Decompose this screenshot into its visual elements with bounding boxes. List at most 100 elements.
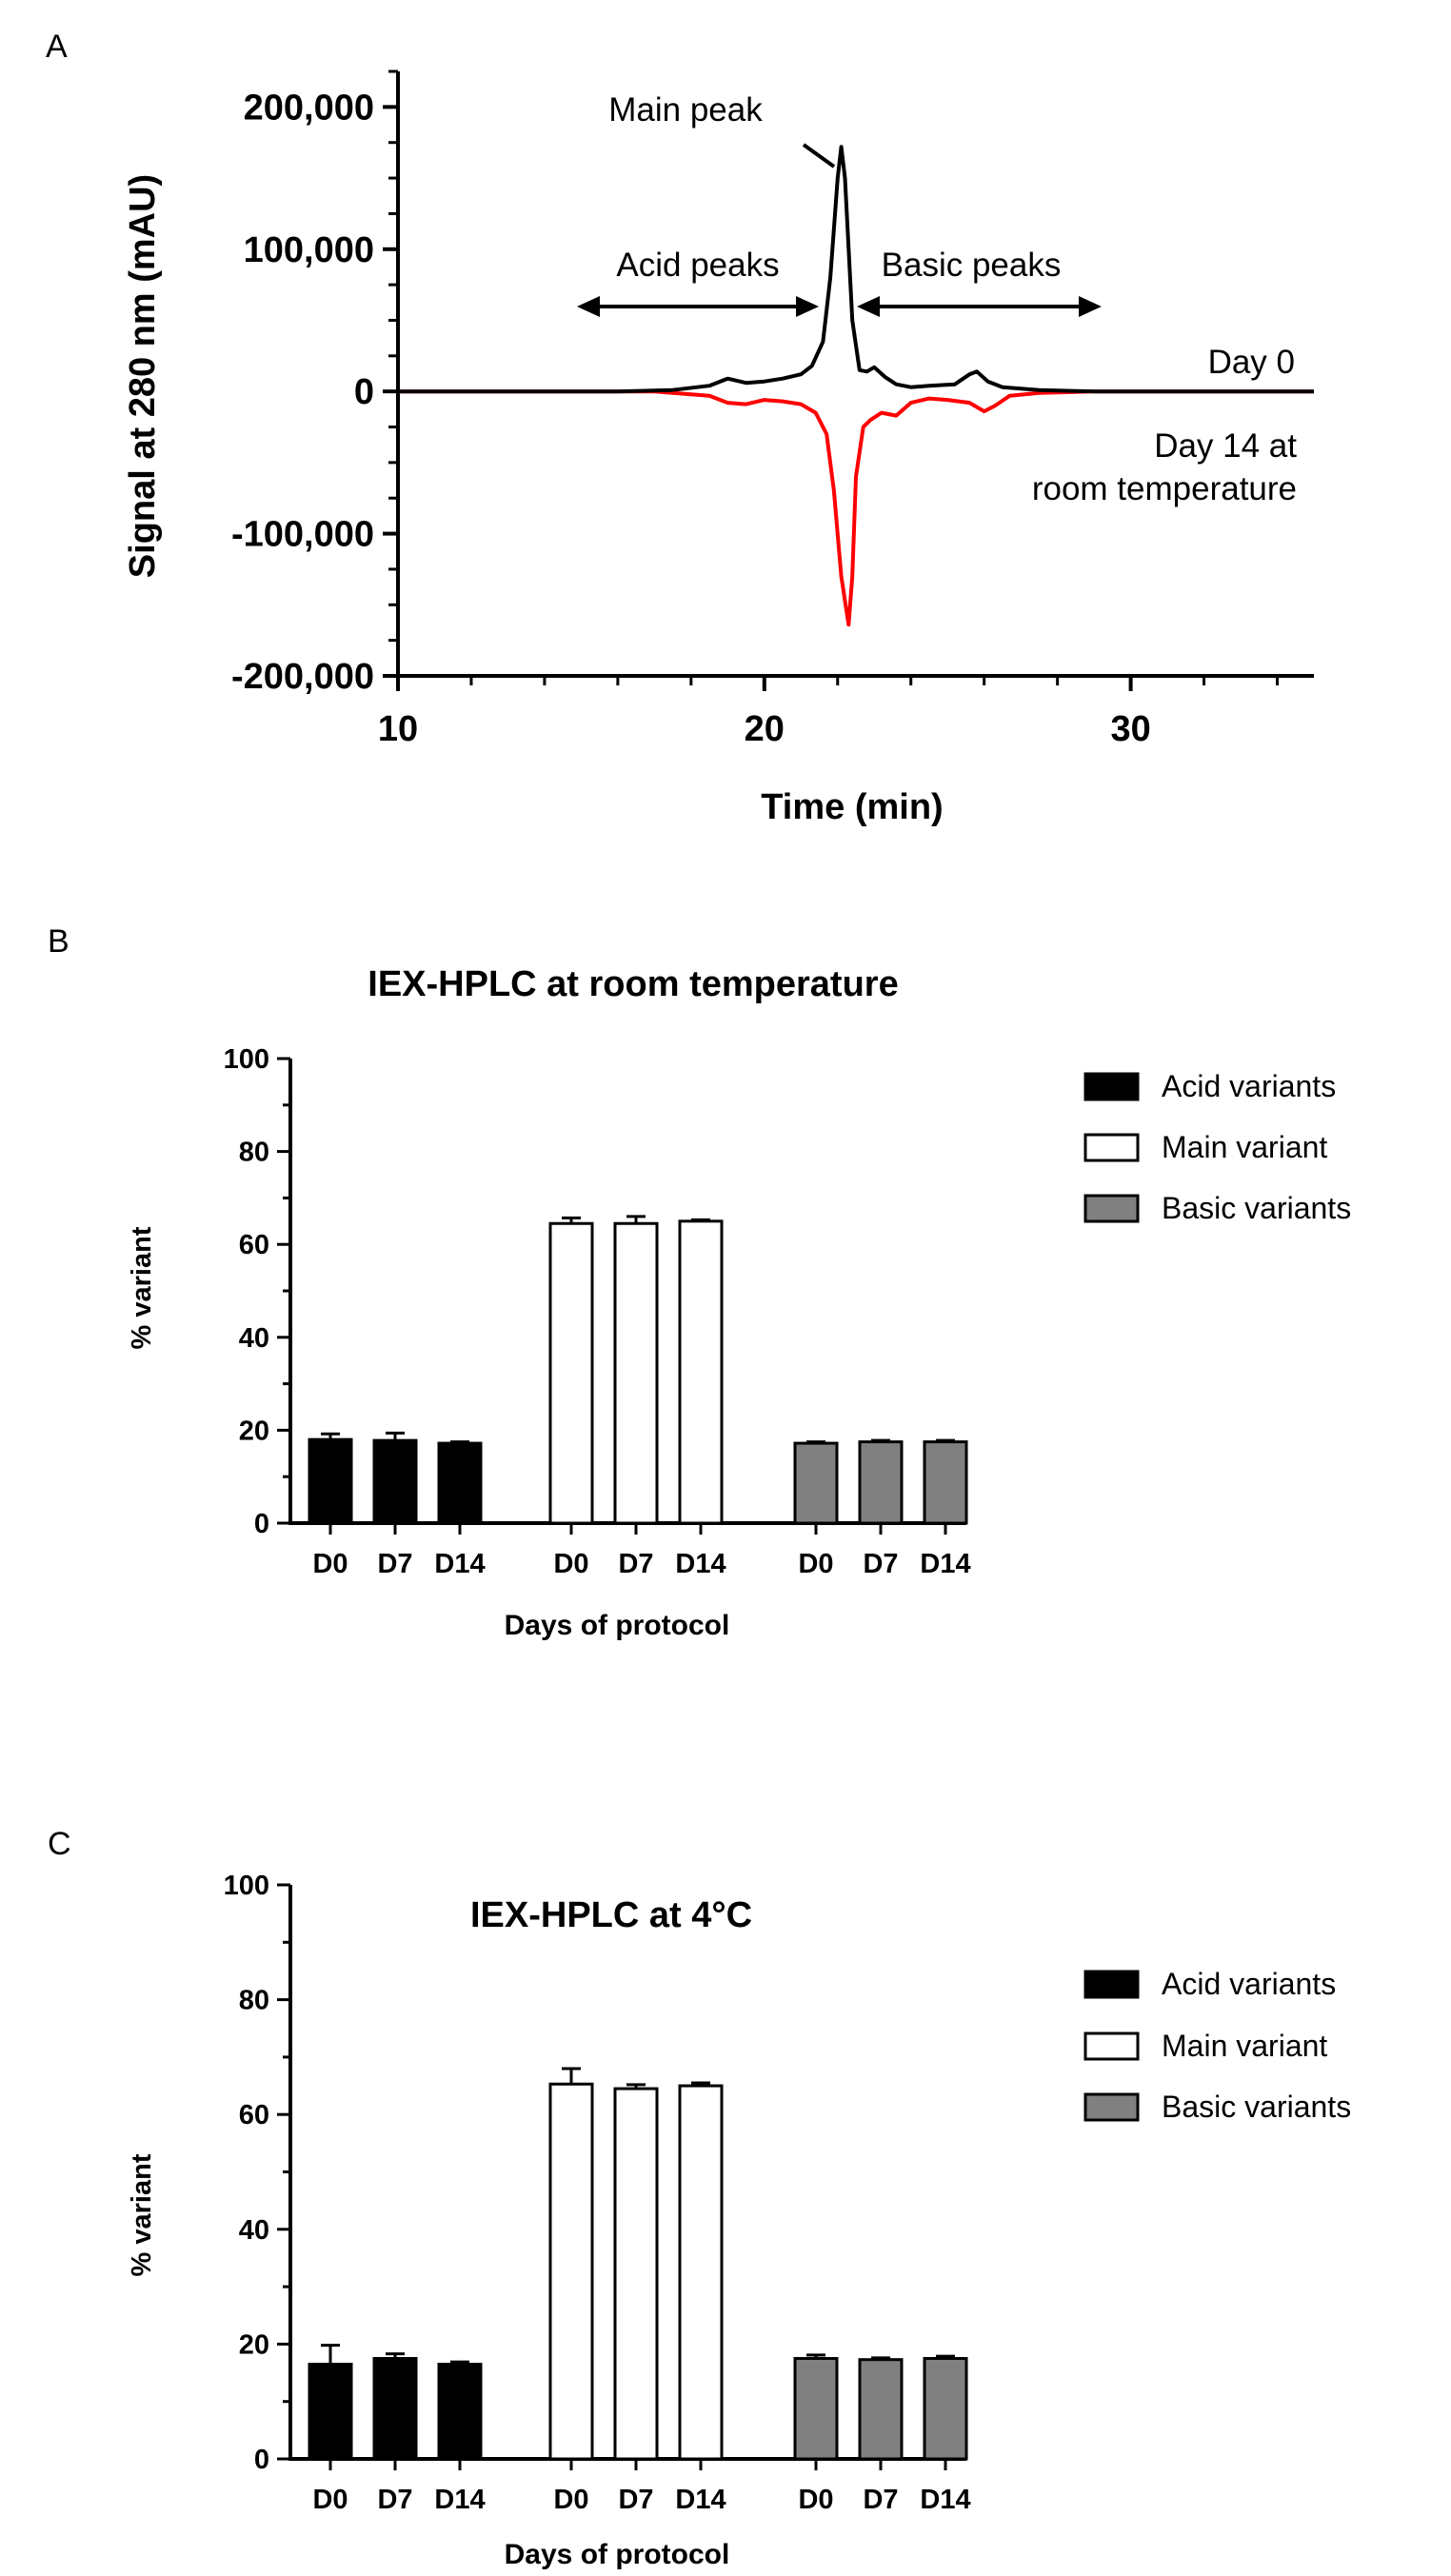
legend-label-main: Main variant: [1162, 2029, 1327, 2063]
y-tick-label: 20: [239, 1416, 269, 1446]
y-tick-label: 60: [239, 2100, 269, 2130]
a-x-tick-label: 20: [745, 709, 785, 749]
bar-main-variant-d0: [548, 1221, 594, 1525]
bar-chart-4c-panel: C IEX-HPLC at 4°C % variant Days of prot…: [48, 1826, 1351, 2570]
annotation-day-0: Day 0: [1208, 344, 1295, 381]
panel-letter-b: B: [48, 923, 70, 960]
x-tick-label: D7: [377, 2485, 412, 2515]
y-tick-label: 80: [239, 1138, 269, 1168]
series-day-0-line: [398, 145, 1314, 394]
legend-label-acid: Acid variants: [1162, 1967, 1336, 2001]
x-tick-label: D0: [798, 2485, 833, 2515]
y-tick-label: 0: [254, 1509, 269, 1539]
x-tick-label: D14: [920, 2485, 970, 2515]
panel-letter-c: C: [48, 1826, 71, 1862]
legend-c-basic-variants: Basic variants: [1083, 2090, 1351, 2124]
x-tick-label: D14: [675, 1549, 726, 1579]
y-tick-label: 20: [239, 2329, 269, 2360]
legend-swatch-main: [1083, 2031, 1140, 2061]
x-tick-label: D0: [312, 2485, 348, 2515]
y-tick-label: 40: [239, 2215, 269, 2246]
y-tick-label: 100: [224, 1871, 269, 1901]
legend-c-acid-variants: Acid variants: [1083, 1967, 1336, 2001]
y-tick-label: 0: [254, 2445, 269, 2475]
chromatogram-plot-area: -200,000 -100,000 0 100,000 200,000 10 20 30: [231, 69, 1314, 749]
bar-basic-variants-d0: [793, 2356, 839, 2461]
legend-c-main-variant: Main variant: [1083, 2029, 1327, 2063]
a-y-tick-label: -200,000: [231, 657, 374, 697]
y-tick-label: 100: [224, 1044, 269, 1075]
bar-main-variant-d7: [613, 2087, 659, 2461]
bar-acid-variants-d0: [308, 1437, 353, 1525]
a-x-tick-label: 30: [1110, 709, 1150, 749]
legend-b-basic-variants: Basic variants: [1083, 1191, 1351, 1225]
legend-swatch-main: [1083, 1133, 1140, 1162]
bar-main-variant-d7: [613, 1221, 659, 1525]
x-tick-label: D14: [434, 1549, 485, 1579]
y-tick-label: 60: [239, 1230, 269, 1260]
legend-b-main-variant: Main variant: [1083, 1130, 1327, 1164]
bar-basic-variants-d14: [923, 1440, 968, 1525]
legend-label-basic: Basic variants: [1162, 2090, 1351, 2124]
a-y-tick-label: 100,000: [244, 230, 374, 270]
legend-b: Acid variants Main variant Basic variant…: [1083, 1069, 1351, 1225]
bar-plot-area-4c: 0 20 40 60 80 100 D0 D7 D14 D0 D7 D14 D0 D7 D14: [224, 1871, 971, 2515]
a-ylabel: Signal at 280 nm (mAU): [123, 174, 163, 578]
panel-letter-a: A: [46, 29, 68, 65]
x-tick-label: D14: [920, 1549, 970, 1579]
bar-basic-variants-d14: [923, 2356, 968, 2461]
a-y-tick-label: 0: [354, 372, 374, 412]
legend-swatch-acid: [1083, 1970, 1140, 1999]
bar-acid-variants-d14: [437, 1441, 483, 1525]
a-x-tick-label: 10: [378, 709, 418, 749]
annotation-main-peak: Main peak: [608, 91, 763, 129]
bar-main-variant-d14: [678, 2084, 724, 2461]
x-tick-label: D7: [863, 1549, 898, 1579]
annotation-day-14-line1: Day 14 at: [1154, 427, 1297, 465]
legend-label-acid: Acid variants: [1162, 1069, 1336, 1103]
bar-acid-variants-d0: [308, 2363, 353, 2461]
x-tick-label: D14: [675, 2485, 726, 2515]
a-y-tick-label: 200,000: [244, 88, 374, 128]
x-tick-label: D14: [434, 2485, 485, 2515]
a-xlabel: Time (min): [761, 787, 943, 827]
bar-main-variant-d0: [548, 2082, 594, 2461]
c-title: IEX-HPLC at 4°C: [470, 1895, 752, 1935]
bar-chart-room-temperature-panel: B IEX-HPLC at room temperature % variant…: [48, 923, 1351, 1641]
bar-basic-variants-d7: [858, 1440, 904, 1525]
bar-main-variant-d14: [678, 1219, 724, 1525]
basic-peaks-arrow: [857, 296, 1102, 317]
bar-acid-variants-d14: [437, 2363, 483, 2461]
x-tick-label: D0: [798, 1549, 833, 1579]
legend-c: Acid variants Main variant Basic variant…: [1083, 1967, 1351, 2124]
b-title: IEX-HPLC at room temperature: [368, 964, 898, 1004]
bar-acid-variants-d7: [372, 2356, 418, 2461]
x-tick-label: D7: [618, 1549, 653, 1579]
b-xlabel: Days of protocol: [505, 1610, 730, 1641]
legend-b-acid-variants: Acid variants: [1083, 1069, 1336, 1103]
y-tick-label: 80: [239, 1986, 269, 2016]
bar-basic-variants-d7: [858, 2358, 904, 2461]
series-day-14-line: [398, 389, 1314, 627]
x-tick-label: D7: [863, 2485, 898, 2515]
legend-swatch-basic: [1083, 2092, 1140, 2122]
bar-acid-variants-d7: [372, 1438, 418, 1525]
main-peak-pointer: [802, 143, 836, 168]
legend-label-main: Main variant: [1162, 1130, 1327, 1164]
x-tick-label: D0: [553, 1549, 588, 1579]
legend-swatch-acid: [1083, 1072, 1140, 1101]
y-tick-label: 40: [239, 1323, 269, 1354]
legend-label-basic: Basic variants: [1162, 1191, 1351, 1225]
a-y-tick-label: -100,000: [231, 515, 374, 555]
legend-swatch-basic: [1083, 1194, 1140, 1223]
b-ylabel: % variant: [127, 1226, 157, 1349]
annotation-basic-peaks: Basic peaks: [882, 247, 1062, 284]
x-tick-label: D7: [618, 2485, 653, 2515]
bar-plot-area-room-temperature: 0 20 40 60 80 100 D0 D7 D14 D0 D7 D14 D0 D7 D14: [224, 1044, 971, 1579]
c-ylabel: % variant: [127, 2153, 157, 2276]
annotation-acid-peaks: Acid peaks: [616, 247, 779, 284]
bar-basic-variants-d0: [793, 1441, 839, 1525]
x-tick-label: D0: [553, 2485, 588, 2515]
